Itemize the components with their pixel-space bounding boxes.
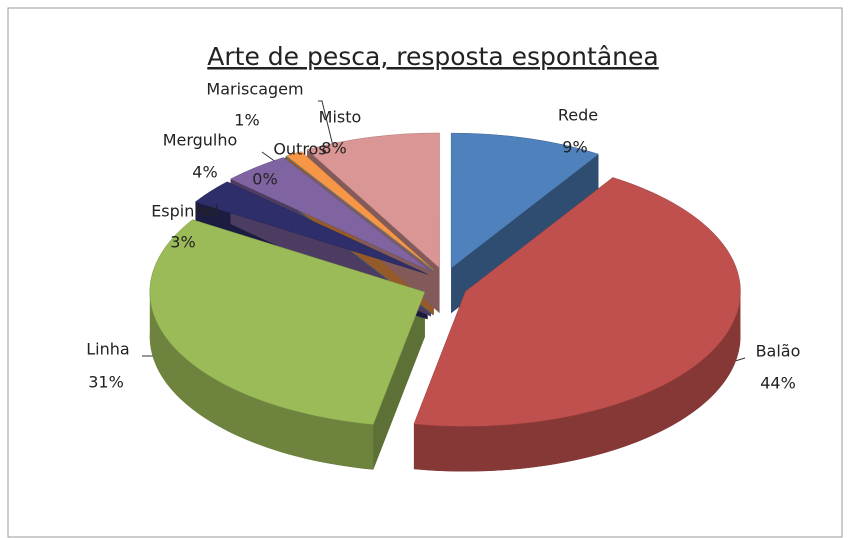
slice-label: Rede — [558, 106, 598, 125]
slice-value-label: 9% — [562, 138, 587, 157]
slice — [413, 177, 741, 427]
slice-wall — [149, 291, 374, 470]
slice-label: Mergulho — [163, 131, 238, 150]
slice-value-label: 31% — [88, 373, 124, 392]
slice — [450, 132, 600, 269]
slice-value-label: 4% — [192, 163, 217, 182]
slice-value-label: 44% — [760, 374, 796, 393]
slice-value-label: 8% — [321, 139, 346, 158]
slice — [194, 181, 428, 275]
slice-label: Misto — [319, 108, 362, 127]
slice-label: Linha — [86, 340, 129, 359]
slice-bottom — [285, 201, 434, 316]
slice-wall — [413, 291, 741, 472]
slice-side — [451, 154, 599, 314]
slice-value-label: 3% — [170, 233, 195, 252]
slice — [306, 132, 440, 269]
slice-label: Mariscagem — [206, 80, 303, 99]
slice-label: Espinhel — [151, 202, 219, 221]
slice-value-label: 0% — [252, 170, 277, 189]
chart-title: Arte de pesca, resposta espontânea — [207, 42, 658, 71]
slice-label: Balão — [756, 342, 801, 361]
slice — [229, 157, 432, 272]
slice — [285, 151, 434, 271]
slice-label: Outros — [273, 140, 326, 159]
slice-value-label: 1% — [234, 111, 259, 130]
slice-side — [373, 291, 425, 470]
slice — [149, 219, 426, 425]
